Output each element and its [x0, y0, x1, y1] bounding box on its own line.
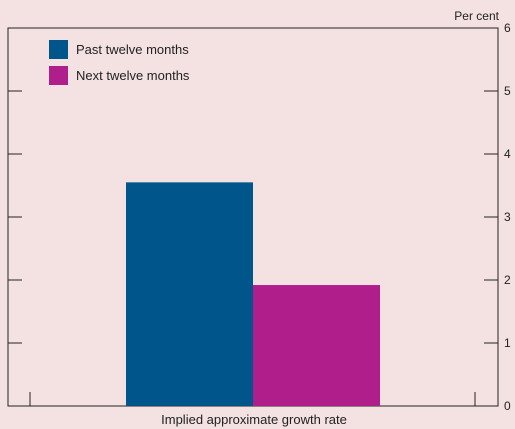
legend-swatch-1	[49, 40, 68, 59]
y-tick-label-3: 3	[504, 210, 511, 224]
y-axis-unit-label: Per cent	[454, 9, 499, 23]
bar-next-twelve-months	[253, 285, 380, 406]
bar-past-twelve-months	[126, 182, 253, 406]
y-tick-label-1: 1	[504, 336, 511, 350]
x-axis-category-label: Implied approximate growth rate	[161, 412, 347, 427]
y-tick-label-6: 6	[504, 21, 511, 35]
y-tick-label-0: 0	[504, 399, 511, 413]
y-tick-label-4: 4	[504, 147, 511, 161]
y-axis-ticks: 0 1 2 3 4 5 6	[8, 21, 511, 413]
legend: Past twelve months Next twelve months	[49, 40, 190, 85]
bars-group	[126, 182, 380, 406]
legend-swatch-2	[49, 66, 68, 85]
legend-label-1: Past twelve months	[76, 42, 189, 57]
y-tick-label-5: 5	[504, 84, 511, 98]
y-tick-label-2: 2	[504, 273, 511, 287]
legend-label-2: Next twelve months	[76, 68, 190, 83]
